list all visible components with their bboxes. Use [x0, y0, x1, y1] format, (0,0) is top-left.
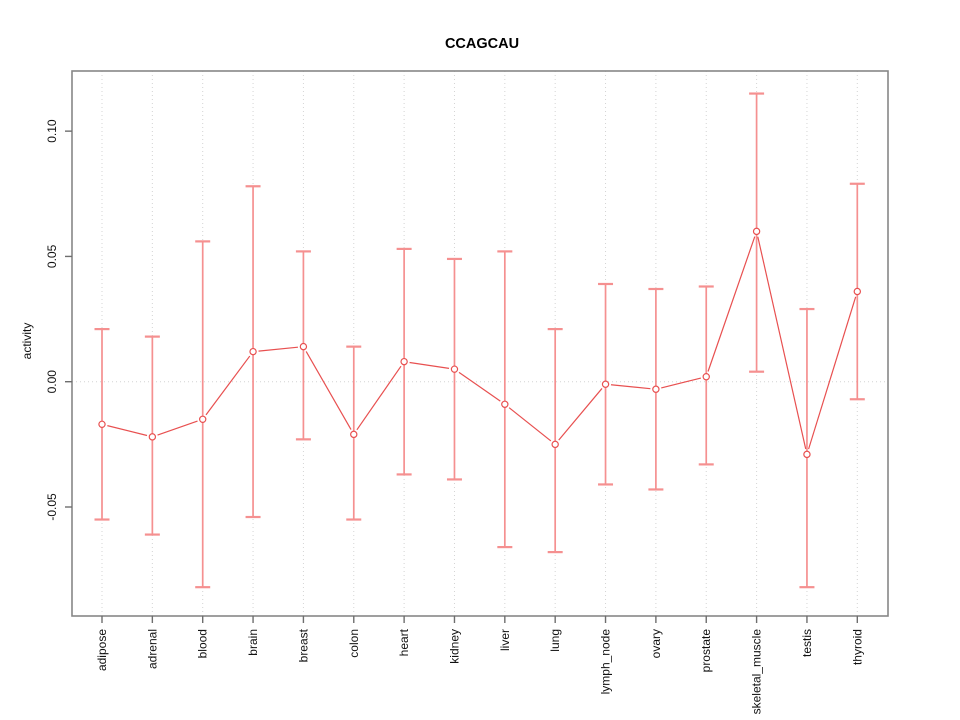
series-segment	[558, 388, 603, 441]
point-testis	[803, 450, 811, 459]
x-tick-label-ovary: ovary	[649, 629, 663, 658]
series-segment	[458, 371, 501, 402]
x-tick-label-heart: heart	[397, 628, 411, 656]
series-segment	[258, 346, 298, 352]
x-tick-label-adipose: adipose	[95, 629, 109, 671]
series-segment	[157, 420, 198, 436]
x-tick-label-prostate: prostate	[699, 629, 713, 673]
x-tick-label-blood: blood	[196, 629, 210, 658]
point-adrenal	[148, 433, 157, 441]
point-heart	[400, 357, 408, 366]
series-segment	[807, 296, 857, 450]
point-blood	[199, 415, 207, 423]
x-tick-label-kidney: kidney	[447, 629, 461, 664]
series-segment	[610, 384, 651, 390]
point-thyroid	[853, 287, 862, 296]
series-segment	[757, 236, 807, 450]
x-tick-label-breast: breast	[296, 628, 310, 662]
point-lymph_node	[601, 380, 610, 388]
point-prostate	[702, 373, 710, 381]
series-segment	[305, 351, 352, 430]
plot-box	[71, 70, 889, 617]
x-tick-label-thyroid: thyroid	[850, 629, 864, 665]
x-tick-label-liver: liver	[498, 629, 512, 651]
point-ovary	[652, 385, 660, 393]
y-tick-label: -0.05	[45, 493, 59, 521]
series-segment	[409, 361, 450, 369]
x-tick-label-adrenal: adrenal	[145, 629, 159, 669]
series-segment	[661, 377, 702, 389]
point-lung	[551, 440, 559, 449]
point-brain	[249, 347, 257, 356]
point-colon	[350, 430, 358, 439]
point-liver	[501, 400, 509, 408]
y-tick-label: 0.00	[45, 370, 59, 394]
point-adipose	[98, 420, 106, 429]
series-segment	[508, 407, 552, 442]
x-tick-label-lymph_node: lymph_node	[599, 629, 613, 695]
y-tick-label: 0.10	[45, 119, 59, 143]
chart-title: CCAGCAU	[444, 36, 520, 52]
x-tick-label-brain: brain	[246, 629, 260, 656]
point-kidney	[450, 365, 459, 373]
x-tick-label-colon: colon	[347, 629, 361, 658]
x-tick-label-lung: lung	[548, 629, 562, 652]
x-tick-label-skeletal_muscle: skeletal_muscle	[750, 629, 764, 715]
x-tick-label-testis: testis	[800, 629, 814, 657]
series-segment	[107, 425, 148, 437]
point-skeletal_muscle	[752, 227, 761, 236]
series-segment	[707, 236, 756, 372]
series-segment	[205, 355, 251, 416]
point-breast	[299, 342, 308, 351]
y-tick-label: 0.05	[45, 244, 59, 268]
series-segment	[356, 365, 402, 431]
